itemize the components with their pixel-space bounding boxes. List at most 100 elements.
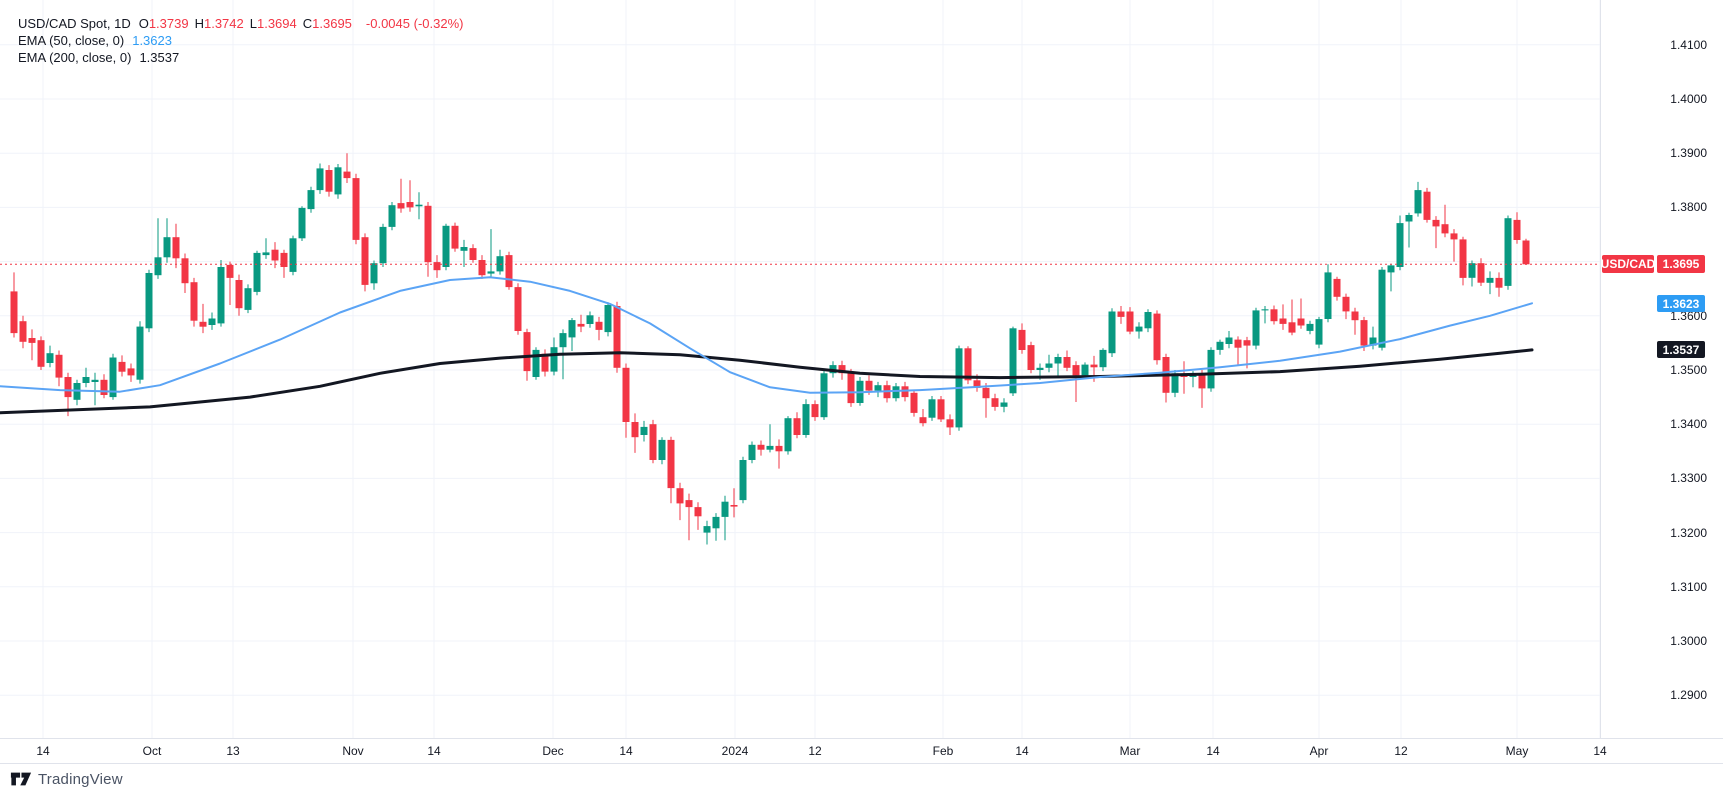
candle-body xyxy=(1135,326,1143,332)
candle-body xyxy=(469,248,477,260)
price-axis-label: 1.4000 xyxy=(1670,92,1707,106)
candle-body xyxy=(1342,296,1350,312)
time-axis-label: May xyxy=(1505,744,1529,758)
candle-body xyxy=(1180,375,1188,377)
legend-ema200-row[interactable]: EMA (200, close, 0) 1.3537 xyxy=(18,50,463,66)
candle-body xyxy=(82,377,90,383)
candle-body xyxy=(757,444,765,450)
ema200-path xyxy=(0,348,1534,415)
candle-body xyxy=(847,373,855,404)
candle-body xyxy=(1261,309,1269,311)
candle-body xyxy=(892,386,900,399)
legend-ema50-row[interactable]: EMA (50, close, 0) 1.3623 xyxy=(18,33,463,49)
time-axis-label: Feb xyxy=(932,744,954,758)
candle-body xyxy=(1072,365,1080,376)
tradingview-logo[interactable]: TradingView xyxy=(10,769,123,789)
candle-body xyxy=(1045,363,1053,368)
candle-body xyxy=(433,262,441,271)
time-axis[interactable]: 14 Oct 13 Nov 14 Dec 14 2024 12 Feb 14 Mar 14 Apr 12 Ma… xyxy=(0,738,1723,764)
candle-body xyxy=(1423,191,1431,220)
candle-body xyxy=(100,379,108,395)
candle-body xyxy=(1351,311,1359,321)
candle-body xyxy=(1225,337,1233,344)
price-axis-label: 1.3600 xyxy=(1670,309,1707,323)
candle-body xyxy=(316,168,324,191)
tradingview-logo-icon xyxy=(10,772,32,786)
candle-body xyxy=(145,273,153,329)
candle-body xyxy=(910,392,918,413)
candle-body xyxy=(1387,265,1395,273)
candle-body xyxy=(982,387,990,399)
chart-legend: USD/CAD Spot, 1D O1.3739 H1.3742 L1.3694 C1… xyxy=(18,16,463,67)
candle-body xyxy=(19,321,27,342)
legend-symbol-row[interactable]: USD/CAD Spot, 1D O1.3739 H1.3742 L1.3694 C1… xyxy=(18,16,463,32)
candle-body xyxy=(1414,190,1422,214)
candle-body xyxy=(298,207,306,239)
candle-body xyxy=(1270,309,1278,322)
time-axis-label: Oct xyxy=(142,744,162,758)
candle-body xyxy=(649,424,657,460)
candle-body xyxy=(991,398,999,407)
candle-body xyxy=(208,318,216,325)
price-axis-label: 1.3100 xyxy=(1670,580,1707,594)
candle-body xyxy=(1324,272,1332,319)
candle-body xyxy=(181,258,189,284)
candle-body xyxy=(901,386,909,398)
candle-body xyxy=(478,260,486,276)
candle-body xyxy=(1369,337,1377,346)
price-axis[interactable]: 1.4100 1.4000 1.3900 1.3800 1.3600 1.3500 1.34… xyxy=(1600,0,1723,738)
time-axis-label: 12 xyxy=(808,744,822,758)
candle-body xyxy=(406,202,414,208)
candle-body xyxy=(1504,218,1512,286)
candle-body xyxy=(1108,311,1116,354)
time-axis-label: 14 xyxy=(1015,744,1029,758)
ema200-label: EMA (200, close, 0) xyxy=(18,50,132,65)
symbol-price-badge: USD/CAD xyxy=(1600,255,1656,273)
candle-body xyxy=(343,171,351,179)
candle-body xyxy=(1513,219,1521,240)
candle-body xyxy=(523,332,531,372)
candle-body xyxy=(37,340,45,367)
candle-body xyxy=(64,377,72,398)
candle-body xyxy=(1198,374,1206,389)
horizontal-gridlines xyxy=(0,44,1600,696)
candle-body xyxy=(1459,239,1467,278)
candle-body xyxy=(559,333,567,348)
candle-body xyxy=(1009,328,1017,394)
candle-body xyxy=(613,306,621,368)
candle-body xyxy=(1360,320,1368,346)
candle-body xyxy=(1297,318,1305,326)
candle-body xyxy=(1036,367,1044,370)
last-price-badge: 1.3695 xyxy=(1657,255,1705,273)
time-axis-label: 13 xyxy=(226,744,240,758)
candle-body xyxy=(1144,312,1152,329)
candle-body xyxy=(10,291,18,334)
vertical-gridlines xyxy=(42,0,1601,738)
candle-body xyxy=(865,380,873,391)
candle-body xyxy=(1378,269,1386,348)
candle-body xyxy=(55,354,63,378)
candle-body xyxy=(1495,277,1503,288)
candle-body xyxy=(1063,357,1071,368)
candle-body xyxy=(244,288,252,310)
time-axis-label: 14 xyxy=(1593,744,1607,758)
time-axis-label: Nov xyxy=(342,744,364,758)
candle-body xyxy=(361,237,369,285)
candle-body xyxy=(1432,219,1440,227)
candle-body xyxy=(46,353,54,363)
candle-body xyxy=(919,417,927,424)
price-axis-label: 1.3900 xyxy=(1670,146,1707,160)
candle-body xyxy=(1117,311,1125,317)
candle-body xyxy=(604,305,612,333)
candle-body xyxy=(694,507,702,517)
candle-body xyxy=(928,399,936,418)
candle-body xyxy=(388,205,396,227)
candle-body xyxy=(190,282,198,321)
candle-body xyxy=(721,501,729,517)
candle-body xyxy=(550,347,558,372)
candle-body xyxy=(802,404,810,435)
candle-body xyxy=(937,399,945,420)
candle-body xyxy=(1099,349,1107,368)
